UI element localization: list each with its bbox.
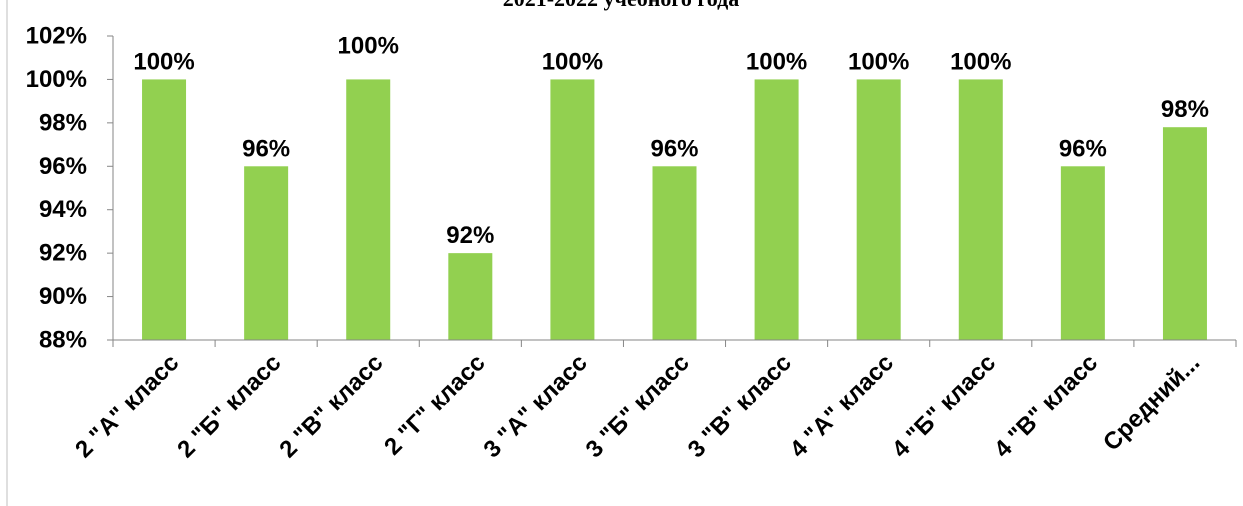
bar [652,166,697,340]
x-axis-ticks [112,340,1237,347]
chart-title: 2021-2022 учебного года [503,0,740,11]
y-tick-label: 92% [39,240,87,267]
y-axis-ticks: 88% 90% 92% 94% 96% 98% 100% 102% [26,23,113,354]
y-tick-label: 90% [39,283,87,310]
data-label: 100% [950,48,1011,75]
data-label: 100% [746,48,807,75]
bar [754,79,799,340]
bar [346,79,391,340]
data-label: 96% [650,135,698,162]
y-tick-label: 98% [39,109,87,136]
data-labels: 100% 96% 100% 92% 100% 96% 100% 100% 100% 96% 98% [133,32,1209,249]
bar [244,166,289,340]
y-tick-label: 88% [39,327,87,354]
y-tick-label: 96% [39,153,87,180]
data-label: 100% [848,48,909,75]
data-label: 100% [542,48,603,75]
bar [550,79,595,340]
data-label: 92% [446,222,494,249]
bar [1060,166,1105,340]
data-label: 98% [1161,96,1209,123]
bar [142,79,187,340]
bars [142,79,1207,340]
bar [958,79,1003,340]
bar [1162,127,1207,340]
data-label: 100% [338,32,399,59]
data-label: 96% [1059,135,1107,162]
data-label: 96% [242,135,290,162]
bar [448,253,493,340]
y-tick-label: 100% [26,66,87,93]
bar [856,79,901,340]
y-tick-label: 94% [39,196,87,223]
axes [6,0,1236,506]
data-label: 100% [133,48,194,75]
y-tick-label: 102% [26,23,87,50]
